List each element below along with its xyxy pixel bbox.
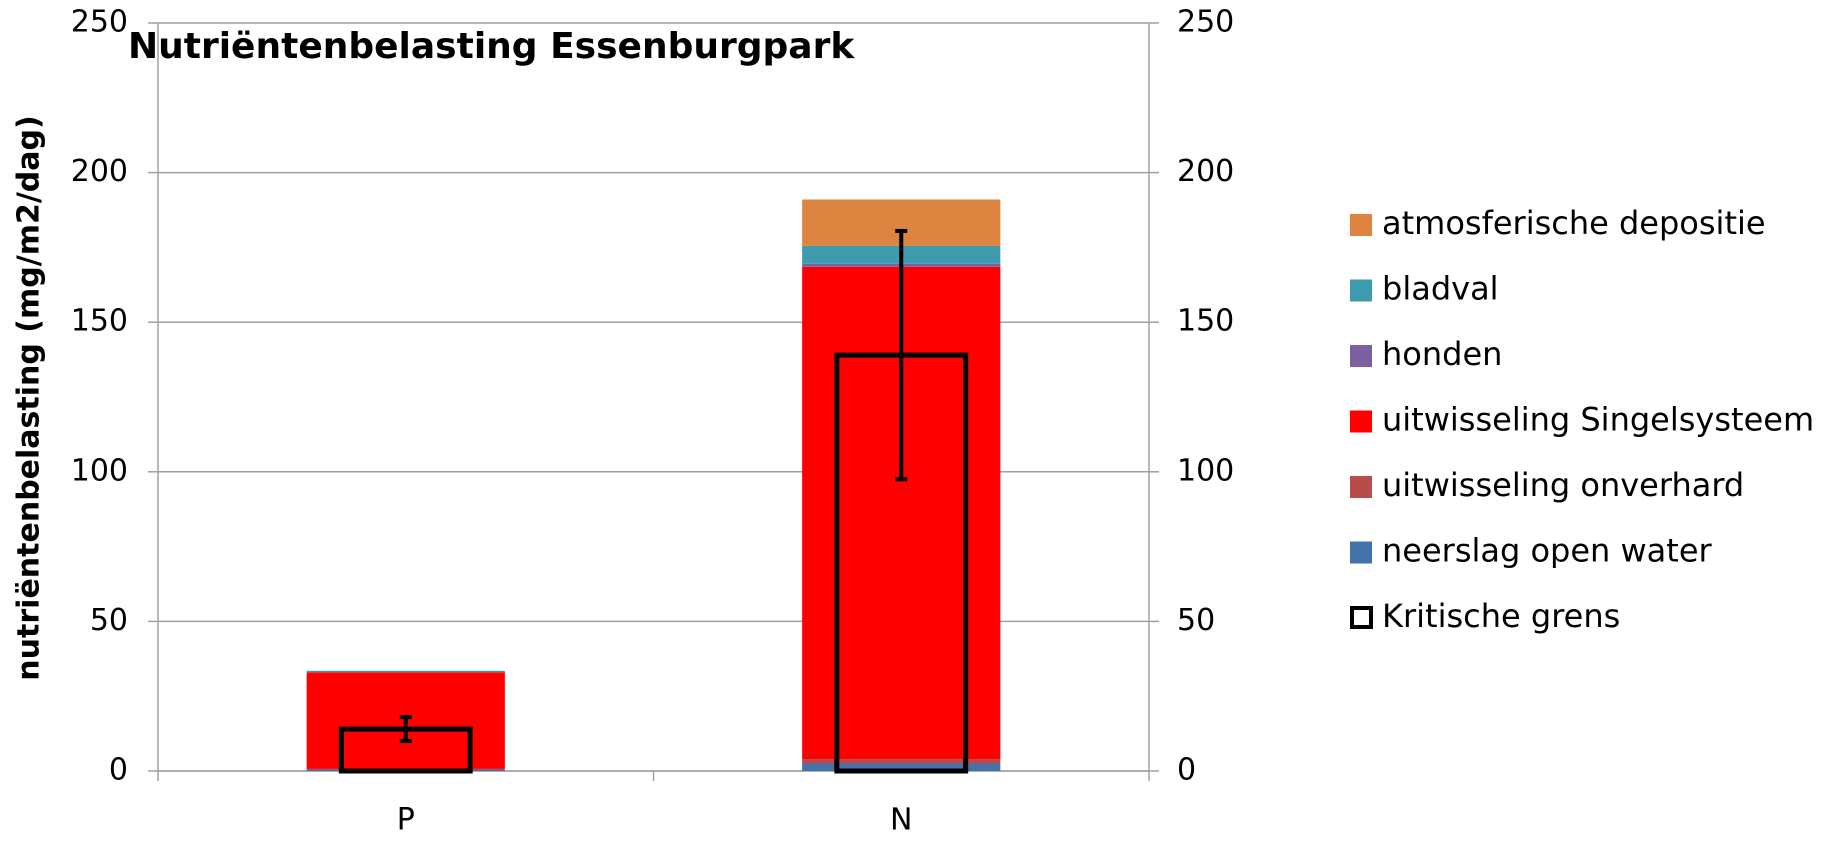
- y2-tick-label: 200: [1177, 154, 1234, 189]
- legend-label: uitwisseling onverhard: [1382, 466, 1744, 504]
- legend-swatch: [1350, 279, 1372, 302]
- y-tick-label: 250: [71, 5, 128, 40]
- y-axis-label: nutriëntenbelasting (mg/m2/dag): [12, 115, 47, 680]
- x-tick-label: P: [397, 803, 415, 838]
- legend-swatch: [1350, 606, 1373, 629]
- bar-segment: [306, 670, 505, 673]
- y2-tick-label: 150: [1177, 304, 1234, 339]
- bar-segment: [802, 763, 1001, 771]
- legend-swatch: [1350, 476, 1372, 498]
- legend-label: atmosferische depositie: [1382, 204, 1766, 242]
- legend-swatch: [1350, 410, 1372, 433]
- legend-label: uitwisseling Singelsysteem: [1382, 401, 1814, 439]
- legend-label: bladval: [1382, 270, 1499, 308]
- legend-label: Kritische grens: [1382, 597, 1620, 635]
- legend-label: honden: [1382, 335, 1502, 373]
- chart-title: Nutriëntenbelasting Essenburgpark: [128, 26, 855, 67]
- y-tick-label: 200: [71, 154, 128, 189]
- y-tick-label: 0: [109, 753, 128, 788]
- y2-tick-label: 250: [1177, 5, 1234, 40]
- x-tick-label: N: [890, 803, 912, 838]
- legend-swatch: [1350, 345, 1372, 367]
- y2-tick-label: 100: [1177, 453, 1234, 488]
- legend-swatch: [1350, 214, 1372, 236]
- y-tick-label: 100: [71, 453, 128, 488]
- y-tick-label: 50: [90, 603, 128, 638]
- y2-tick-label: 50: [1177, 603, 1215, 638]
- legend-label: neerslag open water: [1382, 532, 1713, 570]
- bar-segment: [802, 759, 1001, 764]
- y2-tick-label: 0: [1177, 753, 1196, 788]
- y-tick-label: 150: [71, 304, 128, 339]
- legend-swatch: [1350, 541, 1372, 564]
